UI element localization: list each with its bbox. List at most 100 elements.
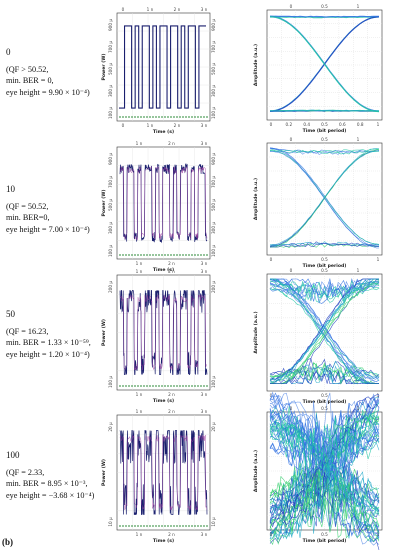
row-line: min. BER = 8.95 × 10⁻³,	[6, 479, 88, 488]
eye-trace	[269, 413, 380, 479]
x-tick-label-top: 3 n	[201, 269, 208, 274]
x-tick-label: 0.5	[321, 393, 328, 398]
x-tick-label-top: 0	[290, 137, 293, 142]
eye-trace	[269, 278, 379, 384]
y-axis-label: Power (W)	[101, 53, 107, 80]
eye-trace	[269, 241, 380, 247]
x-tick-label-top: 0.5	[321, 4, 328, 9]
y-axis-label: Amplitude (a.u.)	[253, 178, 259, 220]
eye-trace	[269, 147, 379, 249]
row-line: min. BER = 1.33 × 10⁻⁵⁹,	[6, 338, 91, 347]
row-line: (QF > 50.52,	[6, 64, 49, 74]
eye-trace	[269, 278, 379, 380]
signal-trace	[119, 163, 208, 244]
x-tick-label: 0	[122, 123, 125, 128]
x-tick-label-top: 0	[122, 7, 125, 12]
eye-trace	[269, 149, 380, 155]
x-tick-label-top: 2 n	[168, 269, 175, 274]
signal-trace	[119, 25, 206, 109]
y-axis-label: Power (W)	[101, 189, 107, 216]
row-line: eye height = −3.68 × 10⁻⁴)	[6, 490, 95, 500]
x-tick-label-top: 1 n	[136, 141, 143, 146]
y-tick-label: 300 µ	[108, 222, 113, 234]
x-tick-label-top: 1 n	[136, 409, 143, 414]
eye-trace	[270, 109, 379, 112]
x-tick-label: 2 n	[168, 261, 175, 266]
x-tick-label-top: 0	[290, 4, 293, 9]
signal-trace	[119, 430, 208, 515]
y-tick-label: 500 µ	[108, 199, 113, 211]
eye-trace	[269, 360, 380, 382]
eye-trace	[269, 463, 380, 537]
row-line: (QF = 16.23,	[6, 326, 49, 336]
x-tick-label: 1 n	[147, 123, 154, 128]
eye-trace	[269, 471, 380, 550]
row-line: (QF = 2.33,	[6, 467, 45, 477]
y-tick-label: 900 µ	[108, 153, 113, 165]
eye-trace	[269, 243, 379, 248]
x-tick-label: 1	[377, 122, 380, 127]
row-value: 100	[6, 450, 20, 460]
y-tick-label: 500 µ	[108, 63, 113, 75]
x-tick-label-top: 2 n	[168, 409, 175, 414]
signal-overlay-trace	[119, 294, 208, 371]
x-tick-label-top: 1 n	[147, 7, 154, 12]
x-tick-label: 2 n	[168, 392, 175, 397]
y-tick-label: 200 µ	[108, 281, 113, 293]
eye-trace	[269, 441, 380, 541]
eye-trace	[270, 15, 379, 18]
row-label-3: 100 (QF = 2.33, min. BER = 8.95 × 10⁻³, …	[6, 450, 94, 501]
x-tick-label: 2 n	[168, 532, 175, 537]
eye-trace	[270, 278, 380, 299]
eye-trace	[269, 362, 380, 382]
y-tick-label: 100 µ	[108, 376, 113, 388]
y-tick-label-right: 10 µ	[211, 517, 216, 527]
y-tick-label-right: 900 µ	[211, 19, 216, 31]
x-tick-label-top: 1	[357, 137, 360, 142]
x-tick-label-top: 1	[357, 268, 360, 273]
eye-trace	[269, 16, 380, 113]
row-line: min. BER=0,	[6, 213, 50, 222]
x-tick-label: 2 n	[174, 123, 181, 128]
row-line: eye height = 7.00 × 10⁻⁴)	[6, 224, 90, 234]
row-label-2: 50 (QF = 16.23, min. BER = 1.33 × 10⁻⁵⁹,…	[6, 309, 91, 360]
y-tick-label: 20 µ	[108, 422, 113, 432]
eye-trace	[269, 409, 380, 478]
eye-trace	[270, 369, 379, 385]
x-tick-label-top: 2 n	[174, 7, 181, 12]
eye-trace	[269, 424, 380, 516]
eye-trace	[270, 282, 380, 384]
x-axis-label: Time (bit period)	[303, 399, 347, 405]
x-tick-label-top: 3 n	[201, 7, 208, 12]
x-axis-label: Time (s)	[153, 538, 174, 544]
y-tick-label-right: 700 µ	[211, 176, 216, 188]
eye-trace	[269, 150, 380, 246]
x-tick-label: 1	[377, 532, 380, 537]
row-label-1: 10 (QF = 50.52, min. BER=0, eye height =…	[6, 184, 90, 235]
y-tick-label: 300 µ	[108, 85, 113, 97]
row-label-0: 0 (QF > 50.52, min. BER = 0, eye height …	[6, 47, 90, 98]
eye-trace	[269, 425, 380, 479]
x-axis-label: Time (s)	[153, 129, 174, 135]
row-value: 10	[6, 184, 15, 194]
y-tick-label: 100 µ	[108, 245, 113, 257]
x-tick-label: 0.4	[303, 122, 310, 127]
x-tick-label-top: 0.5	[321, 406, 328, 411]
signal-overlay-trace	[119, 434, 208, 511]
x-tick-label: 1	[377, 257, 380, 262]
eye-trace	[269, 452, 380, 516]
y-tick-label-right: 100 µ	[211, 376, 216, 388]
x-tick-label-top: 1	[357, 4, 360, 9]
eye-trace	[269, 362, 380, 385]
row-line: min. BER = 0,	[6, 76, 54, 85]
row-value: 50	[6, 309, 15, 319]
x-tick-label: 0	[270, 257, 273, 262]
x-tick-label: 1 n	[136, 261, 143, 266]
eye-trace	[269, 423, 380, 519]
y-tick-label-right: 20 µ	[211, 422, 216, 432]
x-tick-label: 1	[377, 393, 380, 398]
x-axis-label: Time (bit period)	[303, 538, 347, 544]
eye-trace	[269, 284, 380, 304]
y-tick-label: 10 µ	[108, 517, 113, 527]
x-tick-label-top: 3 n	[201, 409, 208, 414]
